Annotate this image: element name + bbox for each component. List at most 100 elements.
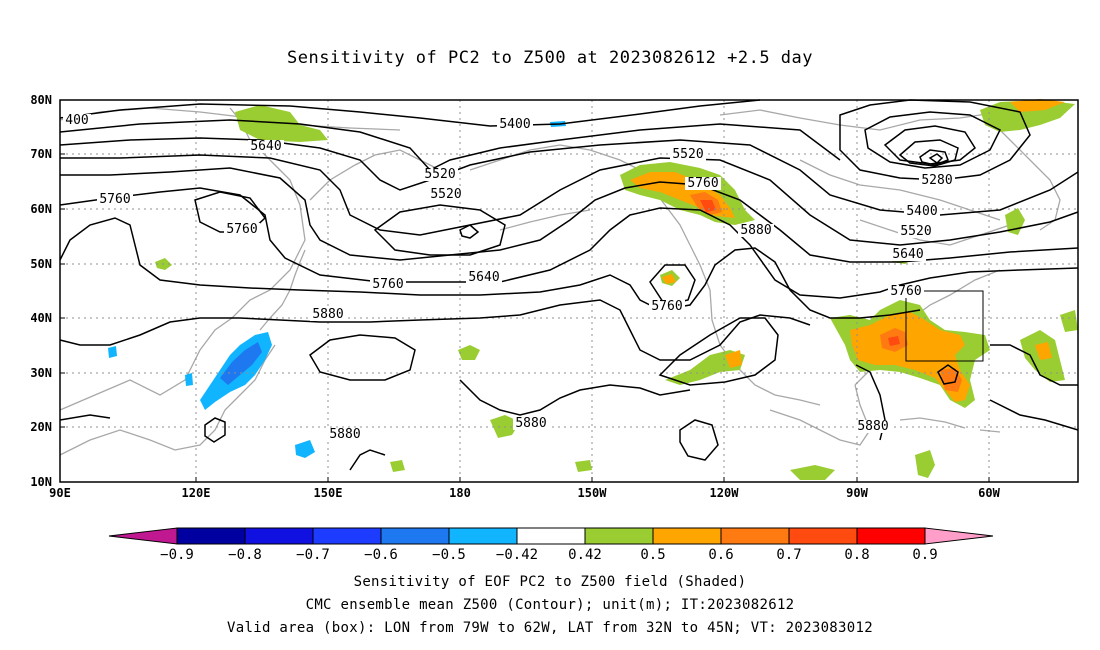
contour-label-bg	[327, 428, 363, 441]
shade-positive-weak	[665, 350, 745, 385]
footer-line-shaded: Sensitivity of EOF PC2 to Z500 field (Sh…	[353, 574, 747, 590]
colorbar-swatch	[176, 527, 246, 545]
contour-label: 5520	[900, 224, 931, 239]
contour-label: 5760	[99, 192, 130, 207]
lon-label: 90W	[846, 486, 868, 500]
colorbar-swatch	[312, 527, 382, 545]
colorbar-swatch	[584, 527, 654, 545]
shade-positive-moderate	[850, 312, 970, 402]
shade-positive-moderate	[725, 350, 742, 368]
lat-label: 10N	[30, 475, 52, 489]
shade-negative-moderate	[220, 342, 262, 385]
shade-negative-weak	[108, 346, 117, 358]
shade-negative-weak	[295, 440, 315, 458]
contour-label-bg	[310, 308, 346, 321]
contour-label: 5280	[921, 173, 952, 188]
contour-label-bg	[919, 174, 955, 187]
lon-label: 90E	[49, 486, 71, 500]
contour-label: 5520	[430, 187, 461, 202]
colorbar-label: −0.6	[364, 547, 398, 563]
contour-label-bg	[670, 148, 706, 161]
colorbar-label: 0.9	[912, 547, 937, 563]
contour-label-bg	[97, 193, 133, 206]
colorbar-label: 0.8	[844, 547, 869, 563]
colorbar-high-end	[924, 527, 994, 545]
shade-positive-moderate	[1010, 99, 1065, 112]
lat-label: 70N	[30, 147, 52, 161]
contour-label-bg	[855, 420, 891, 433]
lat-label: 20N	[30, 420, 52, 434]
footer-line-contour: CMC ensemble mean Z500 (Contour); unit(m…	[305, 597, 795, 613]
colorbar-swatch	[380, 527, 450, 545]
map-title: Sensitivity of PC2 to Z500 at 2023082612…	[286, 48, 813, 68]
shade-positive-weak	[1060, 310, 1078, 332]
longitude-labels: 90E 120E 150E 180 150W 120W 90W 60W	[49, 486, 1000, 500]
lat-label: 40N	[30, 311, 52, 325]
footer-line-valid-area: Valid area (box): LON from 79W to 62W, L…	[227, 620, 873, 636]
colorbar-swatch	[448, 527, 518, 545]
contour-label: 5760	[651, 299, 682, 314]
contour-label: 5880	[857, 419, 888, 434]
contour-label-bg	[248, 140, 284, 153]
colorbar-label: −0.9	[160, 547, 194, 563]
contour-label-bg	[422, 168, 458, 181]
contour-label: 5880	[312, 307, 343, 322]
contour-label-bg	[370, 278, 406, 291]
colorbar-label: 0.7	[776, 547, 801, 563]
contour-label: 5640	[892, 247, 923, 262]
z500-contours	[59, 99, 1079, 471]
lat-label: 50N	[30, 257, 52, 271]
colorbar-swatch	[856, 527, 926, 545]
contour-label: 5760	[890, 284, 921, 299]
lat-label: 80N	[30, 93, 52, 107]
colorbar-swatch	[244, 527, 314, 545]
contour-label: 5640	[250, 139, 281, 154]
contour-label: 400	[65, 113, 88, 128]
colorbar-label: −0.8	[228, 547, 262, 563]
contour-label: 5520	[424, 167, 455, 182]
contour-label-bg	[224, 223, 260, 236]
lon-label: 180	[449, 486, 471, 500]
shade-negative-weak	[185, 373, 193, 386]
lat-label: 60N	[30, 202, 52, 216]
contour-label-bg	[63, 114, 91, 127]
colorbar-label: 0.42	[568, 547, 602, 563]
lon-label: 150W	[578, 486, 608, 500]
contour-label: 5880	[329, 427, 360, 442]
contour-label-bg	[898, 225, 934, 238]
shade-positive-weak	[575, 460, 592, 472]
contour-label: 5760	[372, 277, 403, 292]
lon-label: 120E	[182, 486, 211, 500]
colorbar-label: −0.5	[432, 547, 466, 563]
contour-label: 5640	[468, 270, 499, 285]
colorbar-label: −0.7	[296, 547, 330, 563]
colorbar-label: −0.42	[496, 547, 538, 563]
shade-positive-strong	[888, 336, 900, 346]
lon-label: 120W	[710, 486, 740, 500]
lon-label: 150E	[314, 486, 343, 500]
shade-positive-moderate	[1035, 342, 1052, 360]
contour-label-bg	[513, 417, 549, 430]
contour-label-bg	[685, 177, 721, 190]
shade-positive-weak	[458, 345, 480, 360]
tick-marks	[60, 99, 990, 483]
contour-label-bg	[890, 248, 926, 261]
map-frame	[59, 99, 1079, 483]
colorbar-swatch	[720, 527, 790, 545]
contour-label-bg	[466, 271, 502, 284]
contour-label: 5400	[906, 204, 937, 219]
contour-label: 5520	[672, 147, 703, 162]
colorbar: −0.9 −0.8 −0.7 −0.6 −0.5 −0.42 0.42 0.5 0.6 0.7 0.…	[108, 527, 994, 563]
lat-label: 30N	[30, 366, 52, 380]
latitude-labels: 80N 70N 60N 50N 40N 30N 20N 10N	[30, 93, 52, 489]
valid-area-box	[905, 290, 984, 362]
shade-positive-weak	[390, 460, 405, 472]
shade-positive-weak	[915, 450, 935, 478]
colorbar-swatch	[788, 527, 858, 545]
contour-label: 5760	[226, 222, 257, 237]
contour-label-bg	[738, 224, 774, 237]
shade-positive-strong	[700, 200, 716, 212]
contour-labels: 400 5400 5640 5520 5520 5520 5760 5760 5760 5640 5…	[63, 113, 955, 442]
contour-label-bg	[888, 285, 924, 298]
contour-label-bg	[497, 118, 533, 131]
